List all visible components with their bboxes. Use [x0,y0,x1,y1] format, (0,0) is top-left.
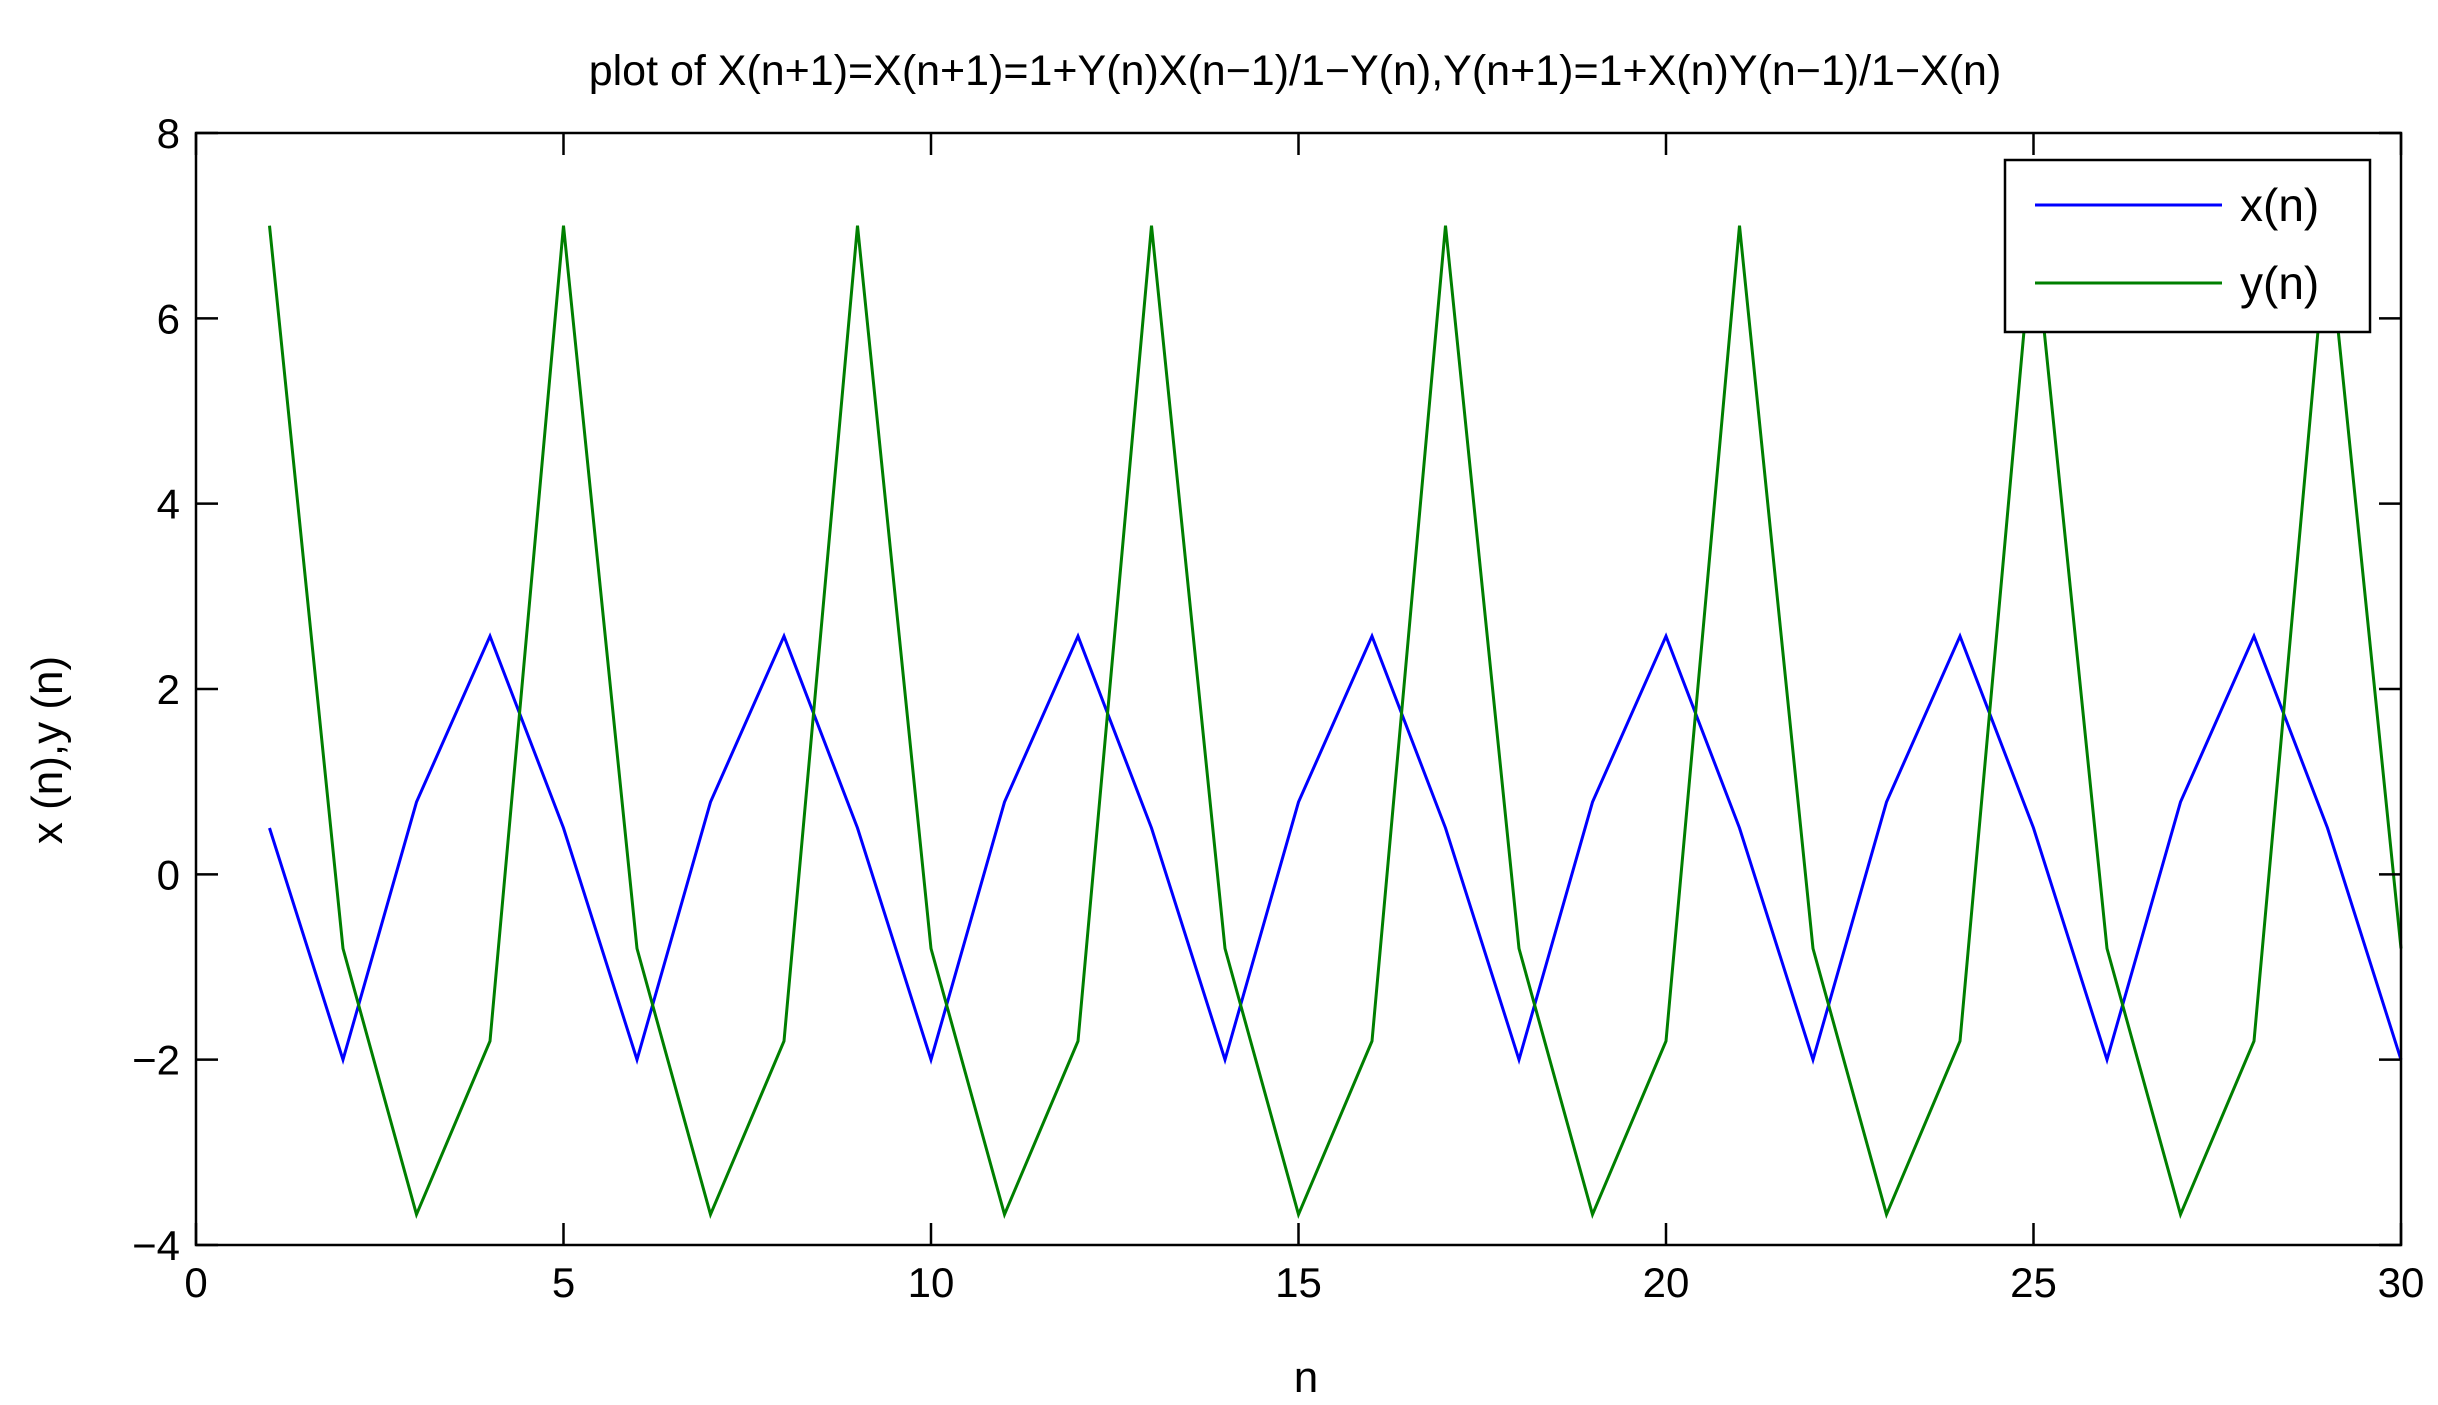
x-axis-title: n [1294,1353,1318,1402]
legend-label-x: x(n) [2240,179,2319,231]
legend: x(n) y(n) [2003,158,2372,334]
chart-title: plot of X(n+1)=X(n+1)=1+Y(n)X(n−1)/1−Y(n… [589,47,2002,95]
series-layer [268,225,2403,1219]
x-tick-label: 5 [552,1259,575,1306]
y-tick-label: 4 [157,481,180,528]
series-line-x [268,632,2403,1065]
x-tick-label: 30 [2378,1259,2425,1306]
y-tick-label: 0 [157,851,180,898]
y-tick-label: 8 [157,110,180,157]
y-axis-title: x (n),y (n) [23,656,72,844]
y-tick-label: −2 [132,1037,180,1084]
legend-box [2003,158,2372,334]
y-tick-label: 6 [157,295,180,342]
series-line-y [268,225,2403,1219]
x-tick-label: 15 [1275,1259,1322,1306]
legend-label-y: y(n) [2240,257,2319,309]
x-tick-label: 10 [908,1259,955,1306]
y-tick-label: −4 [132,1222,180,1269]
tick-layer: 0 5 10 15 20 25 30 −4 −2 0 2 4 6 8 [132,110,2424,1306]
x-tick-label: 0 [184,1259,207,1306]
x-tick-label: 25 [2010,1259,2057,1306]
y-tick-label: 2 [157,666,180,713]
x-tick-label: 20 [1643,1259,1690,1306]
